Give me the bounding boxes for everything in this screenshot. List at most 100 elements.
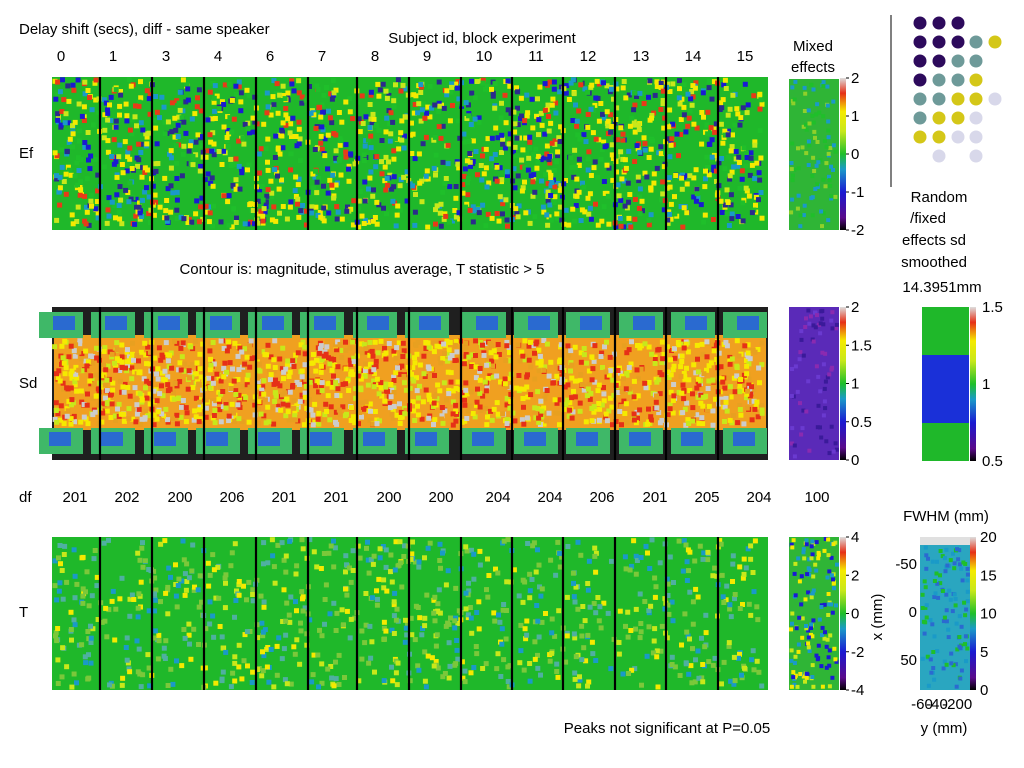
heatmap-cell xyxy=(414,388,420,394)
heatmap-cell xyxy=(626,671,631,676)
heatmap-cell xyxy=(512,185,518,191)
mini-cell xyxy=(789,210,794,215)
heatmap-cell xyxy=(221,193,227,199)
heatmap-cell xyxy=(233,162,239,168)
heatmap-cell xyxy=(82,193,88,199)
heatmap-cell xyxy=(505,537,511,543)
heatmap-cell xyxy=(54,173,59,179)
heatmap-cell xyxy=(363,155,369,160)
heatmap-cell xyxy=(368,361,374,367)
heatmap-cell xyxy=(544,341,550,347)
heatmap-cell xyxy=(609,86,614,92)
heatmap-cell xyxy=(367,401,373,407)
heatmap-cell xyxy=(623,95,629,101)
mini-cell xyxy=(826,537,831,542)
heatmap-cell xyxy=(165,683,171,688)
heatmap-cell xyxy=(670,410,676,416)
heatmap-cell xyxy=(207,210,213,216)
heatmap-cell xyxy=(690,621,696,627)
heatmap-cell xyxy=(666,124,672,130)
heatmap-cell xyxy=(425,176,431,182)
mini-cell xyxy=(924,566,929,571)
heatmap-cell xyxy=(347,565,352,571)
heatmap-cell xyxy=(745,388,751,394)
heatmap-cell xyxy=(506,141,512,147)
heatmap-cell xyxy=(61,360,67,366)
heatmap-cell xyxy=(359,341,365,347)
heatmap-cell xyxy=(536,419,542,425)
heatmap-cell xyxy=(175,134,181,139)
heatmap-cell xyxy=(617,215,623,221)
heatmap-cell xyxy=(383,356,389,362)
heatmap-cell xyxy=(227,115,233,121)
heatmap-cell xyxy=(704,367,709,373)
heatmap-cell xyxy=(411,408,417,414)
mini-cell xyxy=(822,548,827,553)
heatmap-cell xyxy=(453,81,459,87)
heatmap-cell xyxy=(722,77,728,83)
heatmap-cell xyxy=(572,147,578,153)
heatmap-cell xyxy=(308,110,314,116)
heatmap-cell xyxy=(299,94,305,100)
heatmap-cell xyxy=(700,403,706,409)
heatmap-cell xyxy=(319,633,325,639)
heatmap-cell xyxy=(172,134,178,140)
heatmap-cell xyxy=(52,78,58,84)
heatmap-cell xyxy=(377,555,383,561)
heatmap-cell xyxy=(155,656,161,662)
heatmap-cell xyxy=(195,132,201,138)
heatmap-cell xyxy=(679,642,684,648)
heatmap-cell xyxy=(138,349,144,355)
heatmap-cell xyxy=(168,209,174,215)
heatmap-cell xyxy=(197,573,203,579)
heatmap-cell xyxy=(184,81,189,87)
heatmap-cell xyxy=(222,360,228,366)
design-dot xyxy=(913,54,927,68)
heatmap-cell xyxy=(205,171,211,177)
heatmap-cell xyxy=(671,393,677,399)
mini-cell xyxy=(822,386,827,391)
heatmap-cell xyxy=(712,129,718,135)
heatmap-cell xyxy=(333,155,339,161)
heatmap-cell xyxy=(69,397,75,403)
heatmap-cell xyxy=(151,422,157,428)
heatmap-cell xyxy=(667,154,673,160)
heatmap-cell xyxy=(447,355,453,361)
subject-label: 11 xyxy=(528,48,544,65)
heatmap-cell xyxy=(233,156,239,162)
heatmap-cell xyxy=(92,548,98,553)
heatmap-cell xyxy=(211,413,217,418)
heatmap-cell xyxy=(204,209,210,215)
heatmap-cell xyxy=(646,222,652,228)
heatmap-cell xyxy=(601,398,607,404)
heatmap-cell xyxy=(339,355,345,360)
heatmap-cell xyxy=(725,375,731,381)
heatmap-cell xyxy=(143,385,148,391)
heatmap-cell xyxy=(738,115,744,121)
heatmap-cell xyxy=(370,595,375,601)
heatmap-cell xyxy=(533,569,539,575)
heatmap-cell xyxy=(712,655,718,661)
heatmap-cell xyxy=(718,198,724,204)
heatmap-cell xyxy=(220,669,226,675)
heatmap-cell xyxy=(694,342,700,348)
heatmap-cell xyxy=(307,396,313,402)
heatmap-cell xyxy=(573,584,579,590)
heatmap-cell xyxy=(421,101,426,107)
heatmap-cell xyxy=(754,399,760,405)
mini-cell xyxy=(799,329,804,334)
heatmap-cell xyxy=(717,538,723,544)
heatmap-cell xyxy=(68,385,74,391)
heatmap-cell xyxy=(222,82,228,88)
heatmap-cell xyxy=(538,157,544,163)
heatmap-cell xyxy=(168,666,174,672)
heatmap-cell xyxy=(412,637,418,643)
heatmap-cell xyxy=(283,413,289,419)
heatmap-cell xyxy=(669,599,675,605)
mini-cell xyxy=(825,637,830,642)
heatmap-cell xyxy=(134,204,139,210)
heatmap-cell xyxy=(694,125,700,131)
heatmap-cell xyxy=(692,679,698,685)
heatmap-cell xyxy=(432,134,438,140)
heatmap-cell xyxy=(155,409,161,415)
